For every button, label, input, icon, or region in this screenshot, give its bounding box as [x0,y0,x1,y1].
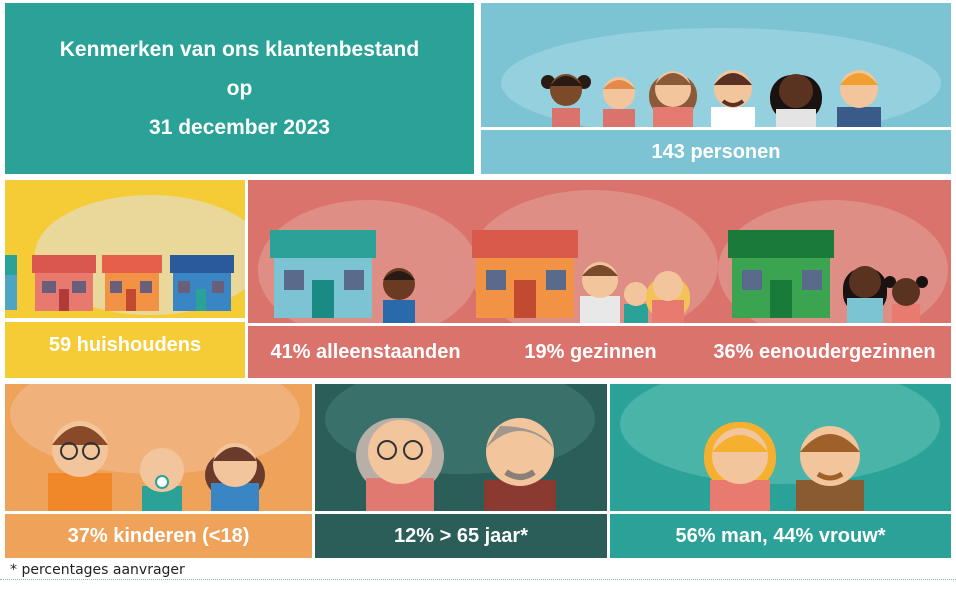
persons-label-bar: 143 personen [481,130,951,174]
persons-illustration [481,3,951,127]
children-label: 37% kinderen (<18) [67,524,250,547]
households-label-bar: 59 huishoudens [5,322,245,378]
household-types-icon [270,230,928,323]
title-line-3: 31 december 2023 [149,116,330,139]
people-row-icon [541,70,881,127]
seniors-illustration [315,384,607,511]
persons-label: 143 personen [651,140,781,163]
households-label: 59 huishoudens [48,333,202,356]
gender-icon [704,422,864,511]
children-label-bar: 37% kinderen (<18) [5,514,312,558]
single-parents-label: 36% eenoudergezinnen [713,340,936,363]
household-types-illustration [248,180,951,323]
title-tile: Kenmerken van ons klantenbestand op 31 d… [5,3,474,174]
households-illustration [5,180,245,318]
houses-row-icon [5,255,234,311]
singles-label: 41% alleenstaanden [270,340,461,363]
children-icon [48,421,265,511]
gender-label-bar: 56% man, 44% vrouw* [610,514,951,558]
gender-illustration [610,384,951,511]
footnote: * percentages aanvrager [10,562,185,578]
divider [0,579,956,580]
title-line-2: op [226,77,253,100]
seniors-label-bar: 12% > 65 jaar* [315,514,607,558]
seniors-label: 12% > 65 jaar* [394,524,528,547]
background-splash [620,384,940,484]
children-illustration [5,384,312,511]
seniors-icon [356,418,556,511]
families-label: 19% gezinnen [524,340,657,363]
title-line-1: Kenmerken van ons klantenbestand [59,38,420,61]
gender-label: 56% man, 44% vrouw* [675,524,886,547]
household-types-label-bar: 41% alleenstaanden 19% gezinnen 36% eeno… [248,326,951,378]
